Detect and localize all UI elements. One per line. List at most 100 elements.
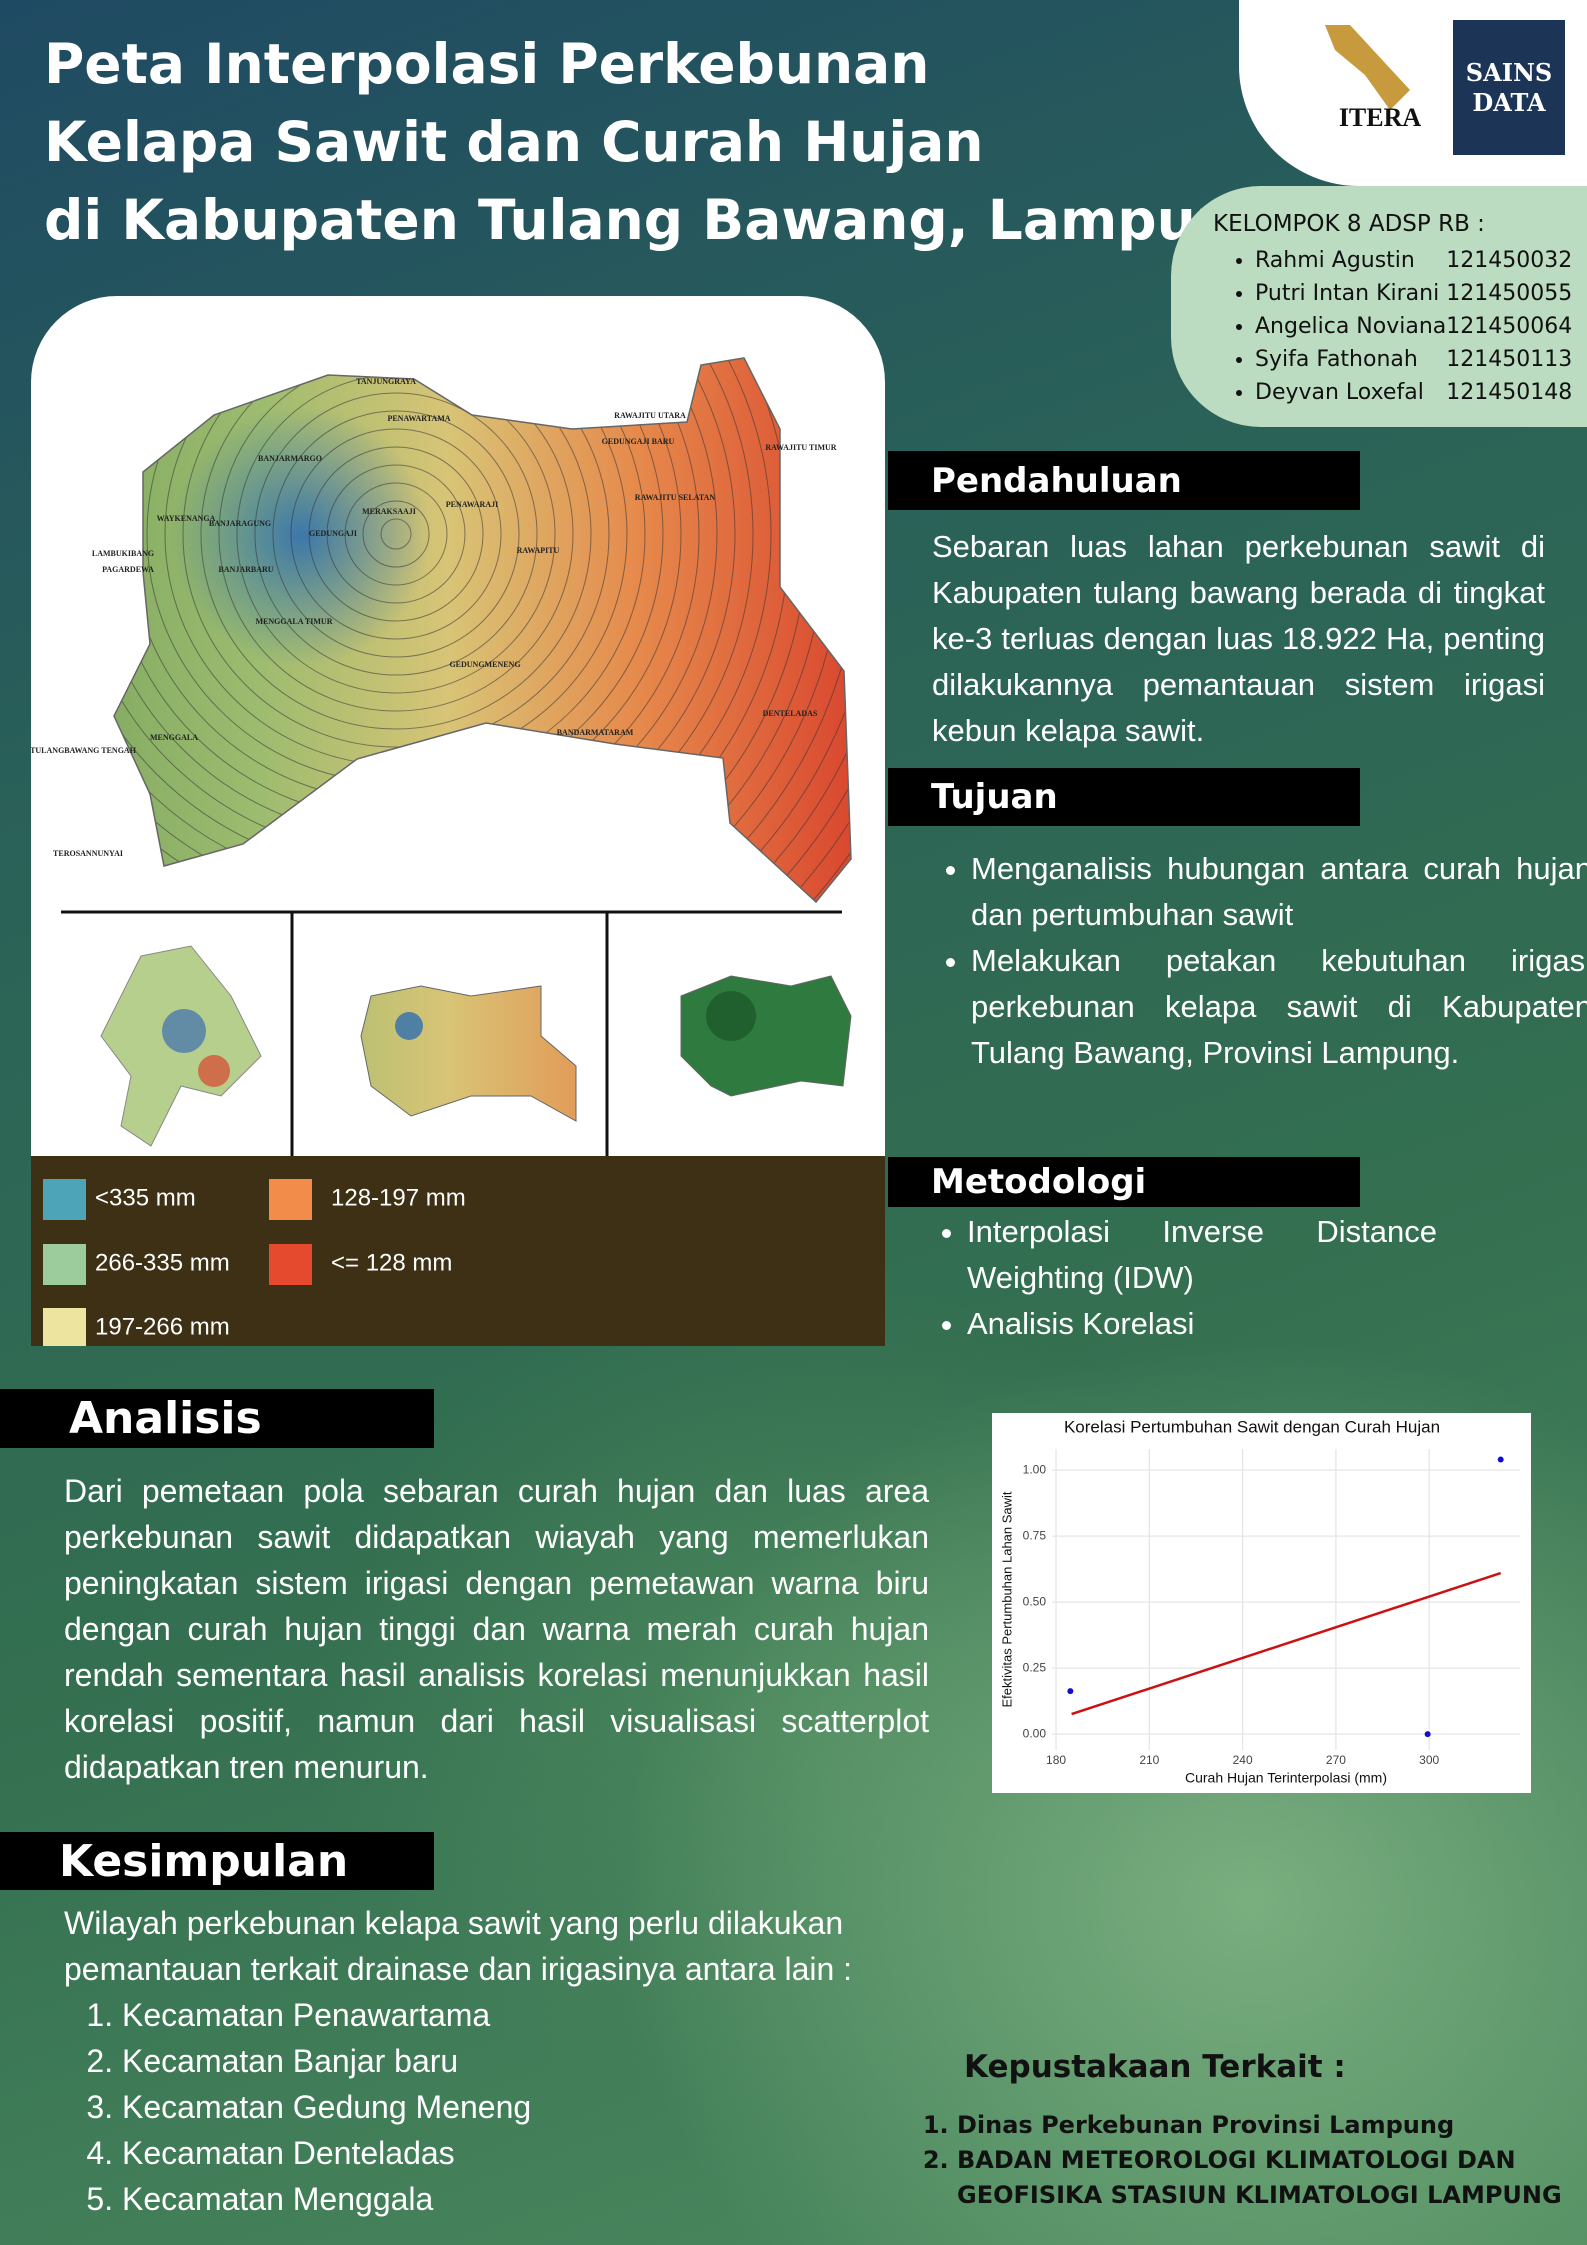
mini-map bbox=[360, 985, 577, 1122]
point bbox=[1067, 1688, 1074, 1695]
list: Kecamatan PenawartamaKecamatan Banjar ba… bbox=[64, 1992, 531, 2222]
map-label: RAWAPITU bbox=[517, 546, 560, 555]
member-name: Rahmi Agustin bbox=[1255, 248, 1415, 273]
map-label: MERAKSAAJI bbox=[362, 507, 416, 516]
contour bbox=[114, 358, 772, 902]
member: Putri Intan Kirani 121450055 bbox=[1255, 277, 1582, 310]
contour bbox=[344, 482, 448, 586]
member-nim: 121450032 bbox=[1446, 248, 1573, 273]
list-item: Kecamatan Denteladas bbox=[122, 2130, 531, 2176]
section-title: Metodologi bbox=[931, 1162, 1147, 1202]
member-name: Angelica Noviana bbox=[1255, 314, 1447, 339]
section-title: Kesimpulan bbox=[59, 1835, 349, 1887]
legend-box bbox=[31, 1156, 885, 1346]
map-label: GEDUNGAJI bbox=[309, 529, 357, 538]
map-label: RAWAJITU SELATAN bbox=[635, 493, 716, 502]
list-item: Kecamatan Banjar baru bbox=[122, 2038, 531, 2084]
paragraph: Wilayah perkebunan kelapa sawit yang per… bbox=[64, 1905, 853, 1987]
title-line: Kelapa Sawit dan Curah Hujan bbox=[44, 110, 984, 174]
map-label: MENGGALA bbox=[150, 733, 198, 742]
map-label: PENAWARAJI bbox=[446, 500, 498, 509]
y-tick-label: 0.00 bbox=[1023, 1726, 1047, 1740]
y-tick-label: 0.75 bbox=[1023, 1528, 1047, 1542]
legend-label: 128-197 mm bbox=[331, 1184, 466, 1211]
paragraph: Sebaran luas lahan perkebunan sawit di K… bbox=[932, 529, 1545, 748]
logo-text: SAINS DATA bbox=[1465, 57, 1553, 117]
x-axis-title: Curah Hujan Terinterpolasi (mm) bbox=[1185, 1770, 1387, 1786]
title: Peta Interpolasi Perkebunan Kelapa Sawit… bbox=[44, 25, 1274, 259]
map-label: LAMBUKIBANG bbox=[92, 549, 154, 558]
map-label: RAWAJITU UTARA bbox=[614, 411, 686, 420]
list-item: Analisis Korelasi bbox=[967, 1301, 1437, 1347]
map-label: RAWAJITU TIMUR bbox=[765, 443, 836, 452]
legend-swatch bbox=[269, 1179, 312, 1220]
legend-label: <= 128 mm bbox=[331, 1249, 452, 1276]
x-tick-label: 300 bbox=[1419, 1753, 1439, 1767]
list-item: Melakukan petakan kebutuhan irigasi perk… bbox=[971, 938, 1587, 1076]
legend-label: 266-335 mm bbox=[95, 1249, 230, 1276]
chart-title: Korelasi Pertumbuhan Sawit dengan Curah … bbox=[1064, 1417, 1440, 1436]
contour bbox=[380, 518, 412, 550]
x-tick-label: 210 bbox=[1139, 1753, 1159, 1767]
legend-swatch bbox=[269, 1244, 312, 1285]
logo-shape bbox=[1325, 25, 1410, 110]
chart: 0.00 0.25 0.50 0.75 1.00 180 210 240 270 300 Korel… bbox=[999, 1417, 1520, 1786]
plot-area bbox=[1052, 1449, 1520, 1750]
section-bar: Metodologi bbox=[888, 1157, 1360, 1207]
trend-line bbox=[1071, 1571, 1502, 1716]
legend-swatch bbox=[43, 1244, 86, 1285]
map-label: BANJARMARGO bbox=[258, 454, 322, 463]
member-nim: 121450148 bbox=[1446, 380, 1573, 405]
logo-text: ITERA bbox=[1339, 103, 1422, 130]
x-tick-label: 180 bbox=[1046, 1753, 1066, 1767]
map-label: TANJUNGRAYA bbox=[356, 377, 416, 386]
title-line: Peta Interpolasi Perkebunan bbox=[44, 32, 930, 96]
member-nim: 121450055 bbox=[1446, 281, 1573, 306]
itera-logo: ITERA bbox=[1325, 25, 1422, 130]
contour bbox=[218, 358, 574, 712]
list-item: Interpolasi Inverse Distance Weighting (… bbox=[967, 1209, 1437, 1301]
member: Deyvan Loxefal 121450148 bbox=[1255, 376, 1582, 409]
legend-label: 197-266 mm bbox=[95, 1313, 230, 1340]
y-tick-label: 0.25 bbox=[1023, 1660, 1047, 1674]
map-card: TANJUNGRAYA PENAWARTAMA RAWAJITU UTARA RAWA… bbox=[31, 296, 885, 1346]
contour bbox=[326, 464, 466, 604]
mini-map bbox=[100, 945, 262, 1147]
section-title: Pendahuluan bbox=[931, 460, 1182, 501]
map-label: BANJARBARU bbox=[218, 565, 273, 574]
member-list: Rahmi Agustin 121450032Putri Intan Kiran… bbox=[1215, 244, 1582, 409]
paragraph: Dari pemetaan pola sebaran curah hujan d… bbox=[64, 1473, 929, 1785]
map-label: TULANGBAWANG TENGAH bbox=[31, 746, 137, 755]
map-label: GEDUNGAJI BARU bbox=[602, 437, 675, 446]
member: Syifa Fathonah 121450113 bbox=[1255, 343, 1582, 376]
ref-title: Kepustakaan Terkait : bbox=[964, 2049, 1346, 2085]
section-bar: Kesimpulan bbox=[0, 1832, 434, 1890]
member-nim: 121450064 bbox=[1446, 314, 1573, 339]
group-box bbox=[1171, 186, 1587, 427]
member: Rahmi Agustin 121450032 bbox=[1255, 244, 1582, 277]
list: Menganalisis hubungan antara curah hujan… bbox=[933, 846, 1587, 1076]
member-name: Syifa Fathonah bbox=[1255, 347, 1418, 372]
legend-swatch bbox=[43, 1179, 86, 1220]
y-axis-title: Efektivitas Pertumbuhan Lahan Sawit bbox=[999, 1491, 1014, 1707]
map-label: BANDARMATARAM bbox=[557, 728, 634, 737]
map: TANJUNGRAYA PENAWARTAMA RAWAJITU UTARA RAWA… bbox=[31, 357, 885, 1346]
list-item: Kecamatan Menggala bbox=[122, 2176, 531, 2222]
map-label: PENAWARTAMA bbox=[387, 414, 450, 423]
ref-item: BADAN METEOROLOGI KLIMATOLOGI DAN GEOFIS… bbox=[957, 2143, 1577, 2213]
mini-map bbox=[680, 975, 852, 1097]
x-tick-label: 240 bbox=[1233, 1753, 1253, 1767]
section-bar: Tujuan bbox=[888, 768, 1360, 826]
contour bbox=[308, 446, 484, 622]
y-tick-label: 1.00 bbox=[1023, 1462, 1047, 1476]
title-line: di Kabupaten Tulang Bawang, Lampung bbox=[44, 188, 1275, 252]
chart-box: 0.00 0.25 0.50 0.75 1.00 180 210 240 270 300 Korel… bbox=[992, 1413, 1531, 1793]
section-bar: Analisis bbox=[0, 1389, 434, 1448]
contour bbox=[200, 358, 592, 730]
legend-swatch bbox=[43, 1308, 86, 1346]
member-name: Deyvan Loxefal bbox=[1255, 380, 1424, 405]
list-item: Kecamatan Gedung Meneng bbox=[122, 2084, 531, 2130]
map-label: WAYKENANGA bbox=[157, 514, 216, 523]
map-label: GEDUNGMENENG bbox=[449, 660, 520, 669]
